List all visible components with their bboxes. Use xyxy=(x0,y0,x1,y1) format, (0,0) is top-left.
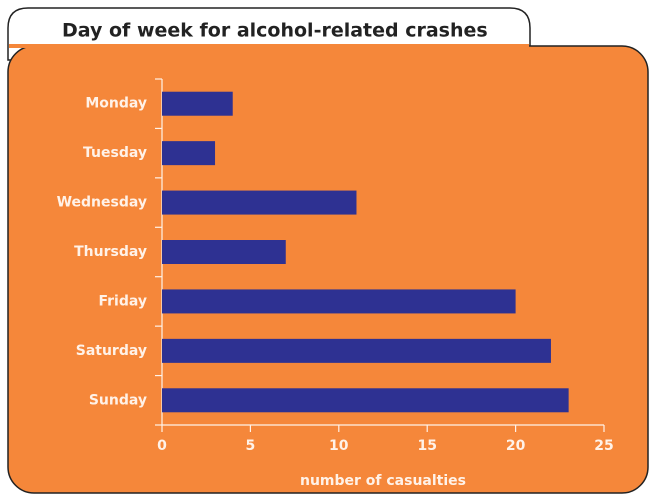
bar xyxy=(162,388,569,413)
bar xyxy=(162,91,233,116)
chart-title: Day of week for alcohol-related crashes xyxy=(62,20,488,42)
y-tick-label: Monday xyxy=(85,96,147,112)
y-tick-label: Tuesday xyxy=(83,145,147,161)
bar xyxy=(162,240,286,264)
x-tick-label: 20 xyxy=(506,438,526,454)
y-tick-label: Friday xyxy=(98,293,147,309)
bar xyxy=(162,289,516,314)
x-tick-label: 10 xyxy=(329,438,349,454)
y-tick-label: Sunday xyxy=(89,392,147,408)
bar xyxy=(162,190,357,215)
x-axis-label: number of casualties xyxy=(300,473,466,489)
x-tick-label: 5 xyxy=(246,438,256,454)
y-tick-label: Wednesday xyxy=(57,195,147,211)
x-tick-label: 25 xyxy=(594,438,613,454)
y-tick-label: Saturday xyxy=(76,343,147,359)
y-tick-label: Thursday xyxy=(74,244,147,260)
bar xyxy=(162,141,216,166)
tab-join xyxy=(9,44,529,48)
bar xyxy=(162,338,551,363)
x-tick-label: 15 xyxy=(417,438,436,454)
panel xyxy=(7,45,649,494)
x-tick-label: 0 xyxy=(157,438,167,454)
